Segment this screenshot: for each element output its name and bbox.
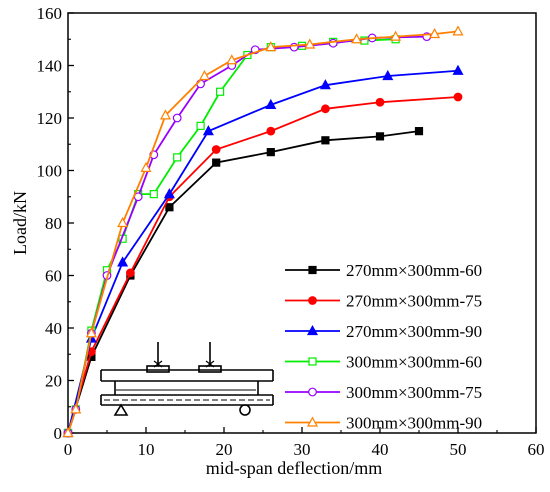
- x-tick-label: 0: [64, 440, 73, 459]
- legend: 270mm×300mm-60 270mm×300mm-75 270mm×300mm-…: [285, 261, 482, 433]
- data-point: [211, 145, 221, 154]
- data-point: [321, 104, 330, 114]
- data-point: [117, 256, 129, 267]
- y-tick-label: 60: [45, 267, 62, 286]
- data-point: [304, 38, 316, 49]
- data-point: [226, 54, 238, 65]
- legend-label: 270mm×300mm-90: [346, 322, 482, 341]
- x-tick-label: 10: [138, 440, 155, 459]
- legend-marker: [308, 265, 317, 275]
- data-point: [202, 125, 214, 136]
- legend-marker: [306, 416, 319, 427]
- x-tick-label: 50: [450, 440, 467, 459]
- legend-label: 300mm×300mm-90: [346, 414, 482, 433]
- beam-schematic-inset: [100, 342, 274, 416]
- x-tick-label: 20: [216, 440, 233, 459]
- data-point: [321, 136, 330, 145]
- data-point: [70, 403, 82, 414]
- data-point: [62, 426, 74, 438]
- data-point: [173, 153, 182, 162]
- data-point: [212, 158, 221, 167]
- series-line: [67, 30, 459, 434]
- data-point: [375, 132, 385, 141]
- data-point: [453, 92, 463, 102]
- legend-marker: [308, 357, 317, 366]
- data-point: [85, 327, 97, 338]
- legend-marker: [308, 387, 317, 397]
- x-tick-label: 30: [294, 440, 311, 459]
- y-tick-label: 0: [54, 424, 63, 443]
- legend-label: 270mm×300mm-75: [346, 292, 482, 311]
- series-line: [67, 38, 396, 434]
- data-point: [289, 42, 299, 52]
- data-point: [265, 41, 277, 52]
- data-point: [319, 79, 331, 90]
- legend-label: 270mm×300mm-60: [346, 261, 482, 280]
- y-tick-label: 20: [45, 372, 62, 391]
- data-point: [452, 25, 464, 36]
- y-tick-label: 100: [37, 162, 63, 181]
- data-point: [452, 64, 464, 75]
- legend-marker: [308, 296, 317, 305]
- y-tick-label: 40: [45, 319, 62, 338]
- data-point: [382, 69, 394, 81]
- y-tick-label: 160: [37, 4, 63, 23]
- x-tick-label: 60: [528, 440, 545, 459]
- data-point: [196, 121, 205, 130]
- data-point: [429, 27, 441, 39]
- series-6: [62, 25, 464, 438]
- data-point: [351, 33, 363, 44]
- data-point: [328, 38, 338, 48]
- data-point: [265, 98, 277, 109]
- data-point: [125, 268, 135, 278]
- data-point: [165, 203, 174, 212]
- series-4: [63, 35, 400, 438]
- legend-label: 300mm×300mm-60: [346, 353, 482, 372]
- data-point: [390, 30, 402, 41]
- data-point: [117, 216, 129, 228]
- x-tick-label: 40: [372, 440, 389, 459]
- legend-marker: [306, 324, 319, 336]
- data-point: [414, 127, 424, 136]
- series-line: [67, 69, 459, 434]
- data-point: [159, 109, 172, 120]
- legend-label: 300mm×300mm-75: [346, 383, 482, 402]
- x-axis-title: mid-span deflection/mm: [206, 458, 382, 478]
- data-point: [216, 87, 225, 96]
- data-point: [140, 161, 152, 172]
- data-point: [198, 69, 211, 81]
- data-point: [149, 190, 158, 199]
- y-tick-label: 80: [45, 214, 62, 233]
- data-point: [266, 126, 276, 136]
- data-point: [375, 97, 385, 107]
- y-tick-label: 120: [37, 109, 63, 128]
- data-point: [172, 113, 182, 123]
- data-point: [360, 36, 369, 45]
- data-point: [266, 148, 275, 157]
- y-tick-label: 140: [37, 57, 63, 76]
- data-point: [163, 188, 175, 199]
- y-axis-title: Load/kN: [10, 191, 30, 255]
